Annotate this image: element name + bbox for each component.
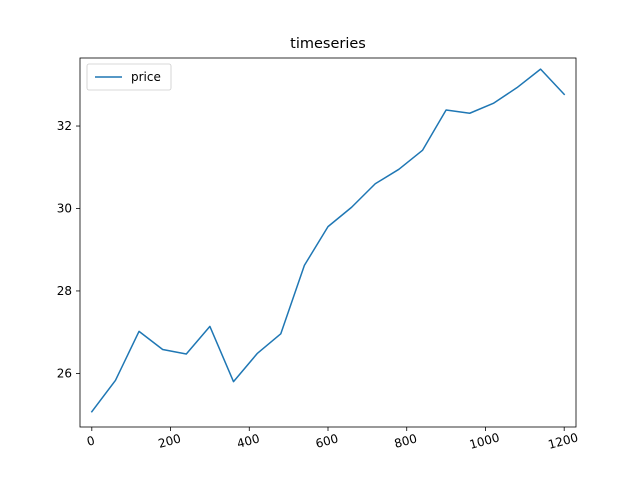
y-tick-label: 26: [57, 366, 72, 380]
y-tick-label: 32: [57, 119, 72, 133]
legend: price: [86, 63, 172, 91]
y-tick-label: 30: [57, 201, 72, 215]
x-tick-label: 0: [85, 433, 96, 449]
legend-label: price: [131, 70, 161, 84]
x-tick-label: 1000: [468, 430, 501, 451]
y-tick-label: 28: [57, 284, 72, 298]
x-tick-label: 1200: [547, 430, 580, 451]
plot-area: [90, 68, 566, 413]
series-line-0: [90, 68, 566, 413]
x-tick-label: 400: [235, 431, 261, 450]
legend-box: [86, 63, 172, 91]
axes: 0 200 400 600 800 1000 1200 26 28 30 32: [57, 57, 580, 452]
x-tick-label: 800: [393, 431, 419, 450]
chart-title: timeseries: [290, 36, 366, 52]
x-tick-label: 600: [314, 431, 340, 450]
x-tick-label: 200: [157, 431, 183, 450]
axes-frame: [79, 57, 577, 428]
